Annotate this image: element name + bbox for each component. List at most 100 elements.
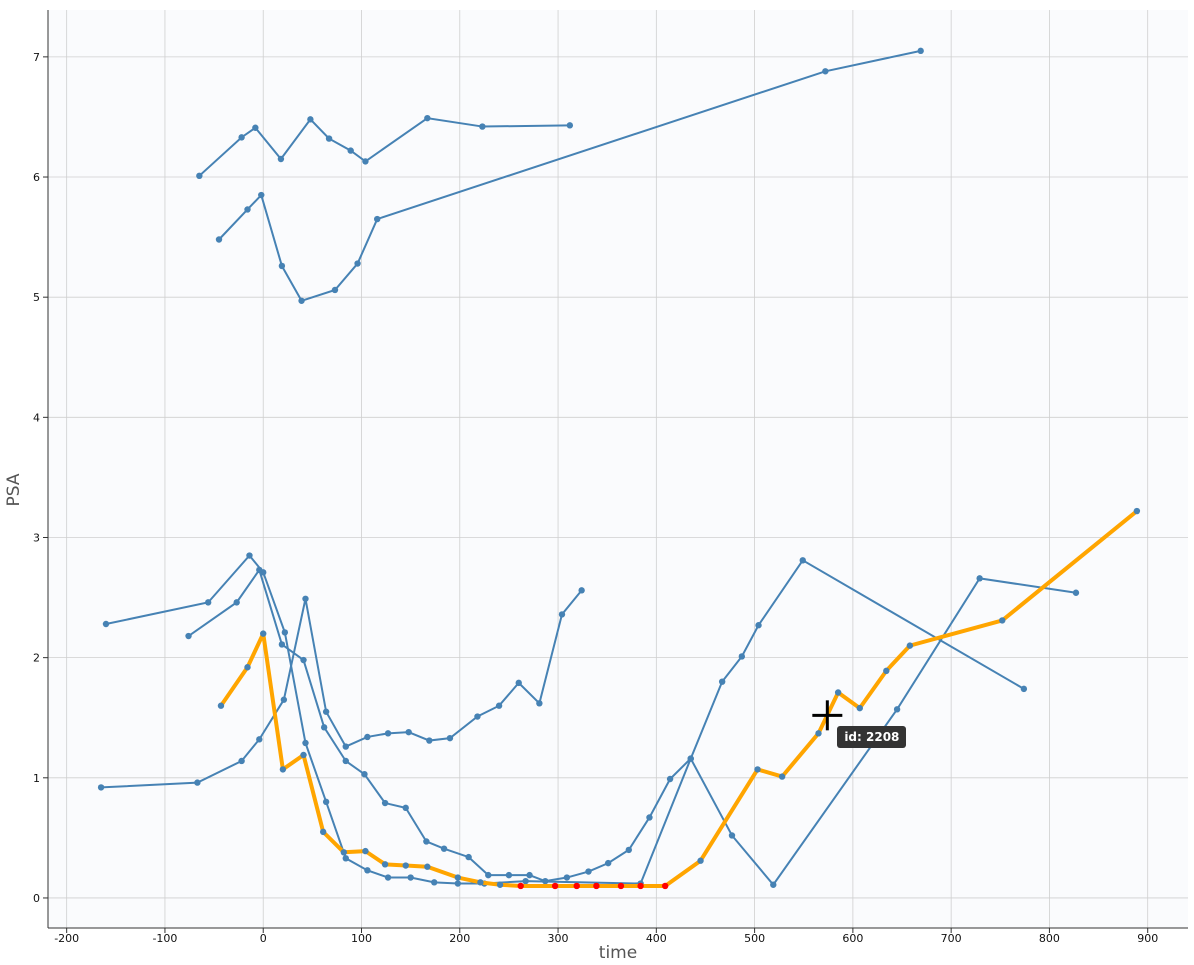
data-point[interactable] [563, 874, 571, 881]
data-point[interactable] [558, 611, 566, 618]
data-point[interactable] [1020, 685, 1028, 693]
data-point[interactable] [687, 755, 694, 762]
data-point[interactable] [407, 874, 414, 881]
data-point[interactable] [256, 736, 263, 743]
data-point[interactable] [260, 630, 267, 637]
data-point[interactable] [423, 838, 430, 845]
data-point[interactable] [194, 779, 201, 786]
data-point[interactable] [307, 116, 314, 123]
data-point[interactable] [280, 696, 288, 703]
data-point[interactable] [244, 206, 251, 213]
data-point[interactable] [217, 702, 225, 709]
data-point[interactable] [917, 47, 924, 55]
data-point[interactable] [364, 867, 371, 874]
data-point[interactable] [522, 877, 529, 885]
data-point[interactable] [566, 122, 574, 129]
data-point[interactable] [319, 828, 327, 836]
data-point[interactable] [754, 766, 761, 773]
plot-area[interactable] [48, 10, 1188, 928]
series-line[interactable] [105, 553, 1025, 885]
data-point[interactable] [479, 123, 486, 130]
flagged-data-point[interactable] [517, 882, 524, 890]
data-point[interactable] [465, 853, 472, 861]
data-point[interactable] [325, 135, 333, 142]
data-point[interactable] [454, 880, 462, 887]
data-point[interactable] [204, 599, 212, 606]
data-point[interactable] [697, 857, 704, 864]
data-point[interactable] [322, 798, 330, 806]
data-point[interactable] [578, 587, 585, 594]
data-point[interactable] [405, 728, 412, 736]
data-point[interactable] [258, 191, 265, 199]
data-point[interactable] [97, 784, 105, 791]
data-point[interactable] [815, 730, 822, 737]
data-point[interactable] [298, 297, 305, 304]
data-point[interactable] [999, 617, 1006, 624]
data-point[interactable] [893, 706, 901, 713]
data-point[interactable] [364, 733, 371, 741]
flagged-data-point[interactable] [637, 882, 644, 890]
data-point[interactable] [185, 632, 192, 640]
data-point[interactable] [354, 260, 361, 267]
data-point[interactable] [381, 861, 389, 868]
data-point[interactable] [320, 724, 328, 731]
data-point[interactable] [302, 739, 309, 747]
data-point[interactable] [770, 881, 777, 888]
data-point[interactable] [362, 158, 369, 165]
data-point[interactable] [585, 868, 592, 875]
data-point[interactable] [778, 773, 786, 780]
data-point[interactable] [300, 751, 307, 759]
data-point[interactable] [718, 678, 726, 685]
data-point[interactable] [799, 557, 806, 564]
data-point[interactable] [384, 730, 392, 737]
data-point[interactable] [1072, 589, 1080, 596]
data-point[interactable] [300, 656, 307, 664]
data-point[interactable] [834, 689, 842, 696]
data-point[interactable] [440, 845, 448, 852]
data-point[interactable] [374, 215, 381, 223]
data-point[interactable] [495, 702, 503, 709]
flagged-data-point[interactable] [593, 882, 600, 890]
data-point[interactable] [906, 642, 914, 649]
data-point[interactable] [246, 552, 253, 559]
data-point[interactable] [446, 734, 454, 742]
data-point[interactable] [278, 262, 286, 270]
data-point[interactable] [496, 881, 504, 888]
data-point[interactable] [340, 849, 348, 856]
data-point[interactable] [302, 595, 309, 602]
data-point[interactable] [347, 147, 354, 154]
data-point[interactable] [625, 846, 633, 854]
flagged-data-point[interactable] [617, 882, 625, 890]
data-point[interactable] [505, 871, 513, 879]
flagged-data-point[interactable] [661, 882, 669, 890]
data-point[interactable] [215, 236, 223, 243]
data-point[interactable] [474, 713, 481, 720]
data-point[interactable] [536, 700, 543, 707]
data-point[interactable] [542, 877, 549, 885]
data-point[interactable] [526, 871, 533, 879]
data-point[interactable] [322, 708, 330, 715]
data-point[interactable] [856, 704, 863, 712]
series-line[interactable] [218, 49, 921, 302]
data-point[interactable] [331, 286, 339, 294]
data-point[interactable] [381, 799, 389, 807]
data-point[interactable] [666, 775, 674, 783]
data-point[interactable] [728, 832, 736, 839]
data-point[interactable] [485, 871, 492, 879]
data-point[interactable] [426, 737, 433, 744]
data-point[interactable] [281, 629, 289, 636]
data-point[interactable] [384, 874, 392, 881]
data-point[interactable] [424, 863, 431, 870]
data-point[interactable] [604, 859, 612, 867]
data-point[interactable] [277, 155, 285, 163]
data-point[interactable] [256, 566, 263, 574]
data-point[interactable] [424, 114, 431, 122]
data-point[interactable] [279, 766, 287, 773]
highlighted-series[interactable] [217, 507, 1141, 890]
data-point[interactable] [238, 134, 245, 141]
data-point[interactable] [822, 68, 829, 75]
data-point[interactable] [238, 757, 245, 765]
data-point[interactable] [738, 653, 746, 660]
data-point[interactable] [342, 757, 349, 765]
data-point[interactable] [477, 879, 484, 886]
